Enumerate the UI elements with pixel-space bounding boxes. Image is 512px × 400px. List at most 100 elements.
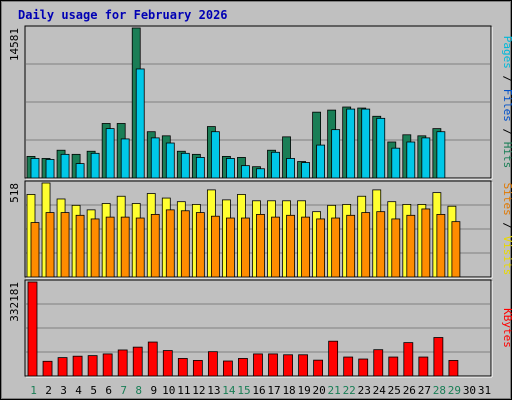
bar-files [135,68,145,179]
legend-entry: Files [501,89,512,122]
x-tick-label: 10 [162,384,175,397]
x-tick-label: 9 [150,384,157,397]
bar-files [226,158,235,179]
bar-files [421,137,431,179]
bar-sites [105,216,115,278]
bar-kbytes [433,337,444,377]
bar-sites [286,214,295,278]
bar-files [180,152,190,179]
bar-kbytes [283,354,293,377]
x-tick-label: 26 [403,384,416,397]
x-tick-label: 23 [358,384,371,397]
x-tick-label: 29 [448,384,461,397]
bar-kbytes [132,346,143,377]
x-tick-label: 16 [252,384,265,397]
bar-sites [60,212,70,278]
legend-entry: / [501,122,512,142]
x-tick-label: 31 [478,384,491,397]
bar-sites [256,213,265,278]
bar-kbytes [177,358,188,377]
legend-entry: Pages [501,36,512,69]
bar-sites [451,221,461,278]
bar-sites [30,222,40,278]
bar-sites [376,211,386,278]
x-tick-label: 2 [45,384,52,397]
chart-title: Daily usage for February 2026 [18,8,228,22]
bar-sites [346,214,356,278]
bar-kbytes [102,353,113,377]
legend-entry: Sites [501,183,512,216]
bar-files [331,129,341,179]
legend-entry: Hits [501,142,512,169]
x-tick-label: 15 [237,384,250,397]
x-tick-label: 19 [297,384,310,397]
bar-kbytes [117,349,128,377]
bar-kbytes [373,349,384,377]
bar-kbytes [253,353,263,377]
x-tick-label: 12 [192,384,205,397]
legend-entry: KBytes [501,308,512,348]
bar-kbytes [328,340,339,377]
bar-sites [361,212,371,278]
bar-files [301,162,310,179]
bar-sites [421,208,431,278]
x-tick-label: 1 [30,384,37,397]
x-tick-label: 17 [267,384,280,397]
legend-entry: / [501,69,512,89]
bar-files [346,108,356,179]
bar-files [195,157,205,179]
bar-files [376,117,386,179]
bar-files [361,108,371,179]
bar-files [391,147,401,179]
bar-files [150,137,160,179]
y-max-label: 14581 [8,28,21,61]
bar-files [406,141,416,179]
bar-sites [406,214,416,278]
chart-panels: 14581 Pages / Files / Hits 518 Sites / Visi… [8,25,512,378]
bar-sites [210,215,220,278]
bar-kbytes [192,360,203,377]
bar-kbytes [162,350,173,377]
bar-files [316,144,326,179]
bar-kbytes [448,360,459,377]
bar-files [75,163,85,179]
bar-kbytes [313,359,324,377]
x-tick-label: 20 [313,384,326,397]
bar-kbytes [57,357,68,377]
x-tick-label: 27 [418,384,431,397]
bar-files [30,158,40,179]
bar-files [436,131,446,179]
series-legend: Pages / Files / Hits [501,36,512,169]
bar-files [90,152,100,179]
bar-kbytes [238,358,248,377]
bar-kbytes [388,356,399,377]
bar-sites [90,218,100,278]
bar-sites [135,217,145,278]
bar-sites [301,216,310,278]
panel-sites-visits: 518 Sites / Visits [8,180,512,279]
legend-entry: / [501,216,512,236]
bar-sites [45,212,55,278]
legend-entry: Visits [501,236,512,276]
y-max-label: 332181 [8,282,21,322]
bar-files [165,142,175,179]
bar-files [210,131,220,179]
panel-kbytes: 332181 KBytes [8,279,512,378]
x-tick-label: 8 [135,384,142,397]
bar-kbytes [223,360,233,377]
bar-kbytes [298,354,308,377]
bar-sites [75,214,85,278]
panel-pages-files-hits: 14581 Pages / Files / Hits [8,25,512,180]
bar-files [60,153,70,179]
x-tick-label: 3 [60,384,67,397]
bar-kbytes [147,341,158,377]
bar-kbytes [418,356,429,377]
bar-kbytes [207,351,218,377]
bar-kbytes [27,281,38,377]
bar-sites [436,213,446,278]
x-tick-label: 22 [343,384,356,397]
bar-kbytes [72,355,83,377]
x-tick-label: 21 [328,384,341,397]
bar-sites [271,216,280,278]
